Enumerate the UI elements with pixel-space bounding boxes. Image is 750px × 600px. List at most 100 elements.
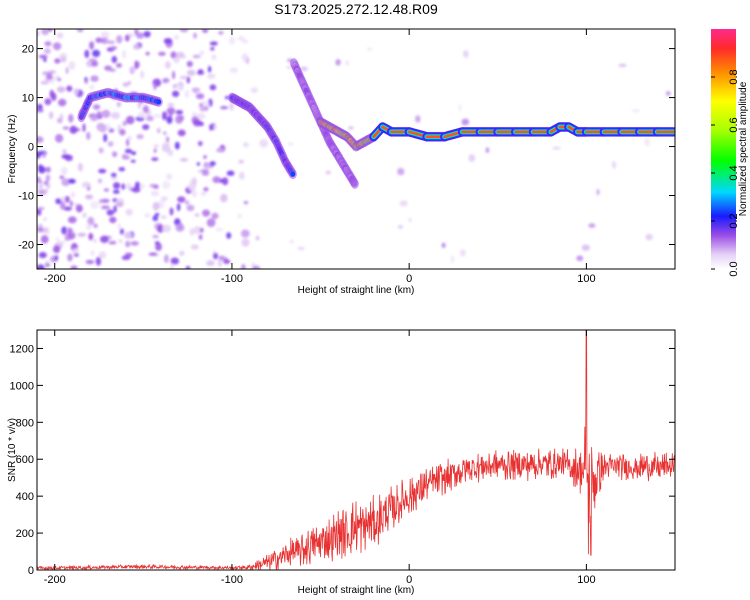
heatmap-speckle (68, 113, 74, 123)
heatmap-speckle (162, 180, 171, 190)
heatmap-speckle (162, 131, 167, 135)
heatmap-speckle (116, 198, 125, 203)
heatmap-speckle (67, 253, 73, 262)
heatmap-speckle (196, 162, 200, 166)
heatmap-speckle (325, 170, 331, 175)
heatmap-speckle (618, 63, 627, 67)
heatmap-speckle (130, 241, 139, 246)
colorbar-tick-label: 0.8 (728, 69, 740, 84)
heatmap-speckle (200, 169, 210, 173)
heatmap-speckle (62, 126, 69, 130)
heatmap-speckle (98, 147, 104, 154)
heatmap-speckle (111, 151, 118, 158)
heatmap-speckle (59, 175, 65, 180)
heatmap-speckle (60, 56, 67, 63)
heatmap-speckle (111, 55, 118, 64)
heatmap-speckle (170, 257, 180, 265)
heatmap-speckle (218, 255, 226, 261)
heatmap-speckle (218, 31, 224, 35)
heatmap-speckle (119, 128, 126, 136)
heatmap-speckle (153, 113, 161, 118)
heatmap-speckle (37, 227, 44, 233)
heatmap-tracks (77, 58, 675, 189)
heatmap-speckle (38, 252, 47, 259)
heatmap-speckle (101, 109, 111, 118)
heatmap-speckle (97, 178, 103, 184)
heatmap-speckle (60, 201, 66, 210)
heatmap-speckle (146, 115, 154, 122)
heatmap-speckle (65, 66, 69, 75)
heatmap-speckle (82, 123, 86, 133)
heatmap-speckle (42, 217, 48, 222)
heatmap-speckle (175, 223, 185, 232)
bottom-ytick-label: 600 (16, 454, 34, 466)
bottom-ytick-label: 1200 (10, 343, 34, 355)
heatmap-speckle (367, 47, 372, 51)
heatmap-speckle (66, 85, 73, 92)
heatmap-speckle (184, 200, 190, 205)
heatmap-speckle (190, 244, 199, 250)
heatmap-speckle (241, 238, 250, 247)
heatmap-speckle (98, 168, 107, 174)
heatmap-speckle (179, 75, 188, 80)
heatmap-speckle (122, 120, 127, 126)
heatmap-speckle (93, 238, 97, 244)
heatmap-speckle (161, 144, 171, 153)
heatmap-speckle (458, 103, 462, 112)
heatmap-speckle (40, 235, 49, 244)
heatmap-speckle (84, 79, 88, 84)
heatmap-speckle (93, 223, 98, 229)
heatmap-speckle (69, 125, 78, 134)
heatmap-speckle (288, 142, 294, 146)
heatmap-speckle (106, 40, 116, 44)
bottom-y-axis: 0 200 400 600 800 1000 1200 (10, 343, 675, 577)
heatmap-speckle (61, 166, 68, 176)
heatmap-speckle (197, 69, 204, 73)
heatmap-speckle (125, 138, 130, 147)
heatmap-speckle (82, 212, 87, 218)
heatmap-speckle (116, 35, 123, 44)
heatmap-speckle (113, 182, 121, 190)
heatmap-speckle (89, 41, 95, 50)
colorbar-label: Normalized spectral amplitude (738, 81, 749, 216)
heatmap-speckle (220, 193, 228, 203)
heatmap-speckle (53, 245, 61, 254)
heatmap-speckle (47, 29, 53, 32)
heatmap-speckle (110, 172, 117, 178)
heatmap-speckle (199, 107, 208, 112)
heatmap-speckle (153, 144, 159, 148)
heatmap-speckle (125, 240, 131, 248)
heatmap-speckle (335, 59, 341, 66)
heatmap-speckle (85, 259, 95, 265)
heatmap-speckle (106, 209, 115, 216)
heatmap-speckle (57, 241, 65, 245)
heatmap-cell (352, 181, 358, 187)
heatmap-speckle (75, 204, 83, 213)
heatmap-speckle (38, 54, 48, 59)
heatmap-speckle (37, 139, 44, 143)
top-ytick-label: 20 (22, 44, 34, 56)
bottom-ytick-label: 400 (16, 491, 34, 503)
heatmap-speckle (90, 75, 99, 82)
bottom-ytick-label: 1000 (10, 380, 34, 392)
heatmap-speckle (117, 223, 121, 230)
heatmap-speckle (174, 141, 180, 150)
heatmap-speckle (68, 178, 76, 184)
heatmap-speckle (142, 124, 150, 130)
heatmap-speckle (200, 100, 210, 109)
heatmap-speckle (125, 208, 133, 216)
bottom-x-axis-label: Height of straight line (km) (298, 585, 415, 596)
heatmap-speckle (202, 209, 210, 217)
heatmap-speckle (130, 159, 136, 163)
heatmap-speckle (203, 162, 209, 166)
heatmap-speckle (239, 171, 245, 180)
heatmap-speckle (64, 195, 70, 203)
heatmap-speckle (47, 70, 57, 74)
heatmap-speckle (207, 65, 212, 73)
heatmap-speckle (136, 32, 145, 39)
heatmap-speckle (179, 29, 189, 33)
heatmap-speckle (145, 51, 150, 56)
heatmap-speckle (77, 29, 84, 33)
heatmap-speckle (52, 42, 62, 51)
heatmap-speckle (166, 173, 173, 180)
